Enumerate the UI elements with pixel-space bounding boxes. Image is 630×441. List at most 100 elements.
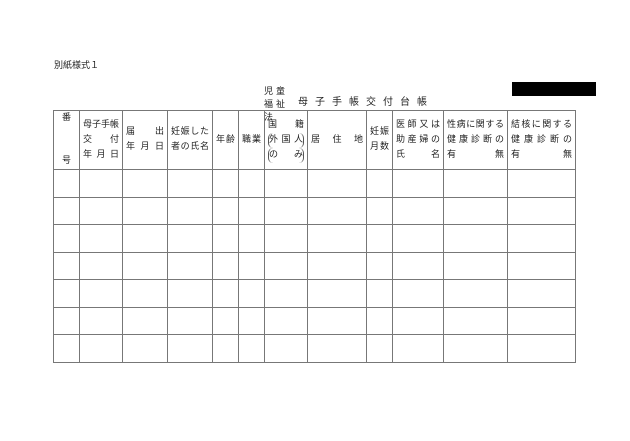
table-cell[interactable]: [167, 306, 213, 335]
table-cell[interactable]: [79, 279, 123, 308]
register-table: 番号母子手帳交 付年 月 日届 出年 月 日妊娠した 者の氏名 年齢 職業国 籍外国人…: [53, 110, 576, 363]
table-cell[interactable]: [366, 196, 393, 225]
table-cell[interactable]: [79, 196, 123, 225]
table-cell[interactable]: [264, 279, 308, 308]
table-cell[interactable]: [122, 251, 168, 280]
table-cell[interactable]: [238, 279, 265, 308]
table-cell[interactable]: [264, 224, 308, 253]
table-cell[interactable]: [366, 169, 393, 198]
table-cell[interactable]: [366, 251, 393, 280]
table-cell[interactable]: [443, 224, 508, 253]
table-cell[interactable]: [53, 306, 80, 335]
column-header: 医師又は 助産婦の氏 名: [392, 110, 444, 170]
table-cell[interactable]: [53, 251, 80, 280]
table-cell[interactable]: [392, 251, 444, 280]
table-cell[interactable]: [167, 251, 213, 280]
header-line: 有 無: [447, 149, 504, 160]
table-cell[interactable]: [392, 169, 444, 198]
table-cell[interactable]: [122, 334, 168, 363]
table-cell[interactable]: [122, 279, 168, 308]
table-cell[interactable]: [53, 334, 80, 363]
table-cell[interactable]: [366, 279, 393, 308]
table-cell[interactable]: [366, 334, 393, 363]
table-cell[interactable]: [366, 224, 393, 253]
table-cell[interactable]: [238, 169, 265, 198]
table-cell[interactable]: [443, 196, 508, 225]
table-cell[interactable]: [79, 224, 123, 253]
header-line: 国 籍: [268, 119, 305, 130]
table-cell[interactable]: [79, 334, 123, 363]
table-row: [53, 279, 576, 308]
table-cell[interactable]: [238, 251, 265, 280]
table-cell[interactable]: [212, 334, 239, 363]
table-cell[interactable]: [167, 169, 213, 198]
table-cell[interactable]: [167, 196, 213, 225]
table-cell[interactable]: [392, 279, 444, 308]
table-cell[interactable]: [264, 306, 308, 335]
table-cell[interactable]: [443, 334, 508, 363]
table-cell[interactable]: [507, 334, 576, 363]
table-cell[interactable]: [507, 251, 576, 280]
table-cell[interactable]: [307, 251, 367, 280]
table-cell[interactable]: [53, 279, 80, 308]
table-cell[interactable]: [212, 279, 239, 308]
column-header: 性病に関する 健康診断の有 無: [443, 110, 508, 170]
header-line: 健康診断の: [511, 134, 572, 145]
table-cell[interactable]: [264, 251, 308, 280]
table-cell[interactable]: [507, 196, 576, 225]
header-line: 年 月 日: [126, 142, 164, 152]
table-cell[interactable]: [443, 169, 508, 198]
header-line: 母子手帳: [83, 119, 120, 130]
table-cell[interactable]: [79, 251, 123, 280]
table-cell[interactable]: [167, 334, 213, 363]
table-cell[interactable]: [167, 279, 213, 308]
table-cell[interactable]: [443, 279, 508, 308]
table-cell[interactable]: [79, 169, 123, 198]
table-cell[interactable]: [167, 224, 213, 253]
table-cell[interactable]: [307, 334, 367, 363]
table-cell[interactable]: [307, 306, 367, 335]
table-cell[interactable]: [307, 279, 367, 308]
table-cell[interactable]: [507, 224, 576, 253]
table-cell[interactable]: [53, 196, 80, 225]
table-cell[interactable]: [79, 306, 123, 335]
table-cell[interactable]: [507, 279, 576, 308]
table-cell[interactable]: [264, 196, 308, 225]
column-header: 母子手帳交 付年 月 日: [79, 110, 123, 170]
table-cell[interactable]: [307, 196, 367, 225]
table-cell[interactable]: [212, 251, 239, 280]
table-cell[interactable]: [212, 196, 239, 225]
table-cell[interactable]: [212, 169, 239, 198]
table-cell[interactable]: [53, 224, 80, 253]
table-cell[interactable]: [507, 306, 576, 335]
table-cell[interactable]: [264, 334, 308, 363]
table-cell[interactable]: [443, 306, 508, 335]
column-header: 居 住 地: [307, 110, 367, 170]
table-cell[interactable]: [392, 224, 444, 253]
table-cell[interactable]: [122, 224, 168, 253]
table-cell[interactable]: [392, 306, 444, 335]
table-cell[interactable]: [392, 334, 444, 363]
table-cell[interactable]: [264, 169, 308, 198]
table-cell[interactable]: [392, 196, 444, 225]
table-cell[interactable]: [238, 306, 265, 335]
table-cell[interactable]: [212, 224, 239, 253]
table-cell[interactable]: [443, 251, 508, 280]
table-cell[interactable]: [212, 306, 239, 335]
table-cell[interactable]: [507, 169, 576, 198]
table-cell[interactable]: [53, 169, 80, 198]
table-cell[interactable]: [238, 224, 265, 253]
table-cell[interactable]: [238, 334, 265, 363]
document-title: 母子手帳交付台帳: [298, 97, 434, 108]
table-cell[interactable]: [122, 306, 168, 335]
column-header: 届 出年 月 日: [122, 110, 168, 170]
table-cell[interactable]: [238, 196, 265, 225]
header-line: 助産婦の: [396, 134, 440, 145]
table-cell[interactable]: [307, 224, 367, 253]
table-cell[interactable]: [366, 306, 393, 335]
header-line: 妊娠: [370, 127, 389, 137]
table-cell[interactable]: [307, 169, 367, 198]
table-cell[interactable]: [122, 196, 168, 225]
table-cell[interactable]: [122, 169, 168, 198]
header-line: 有 無: [511, 149, 572, 160]
